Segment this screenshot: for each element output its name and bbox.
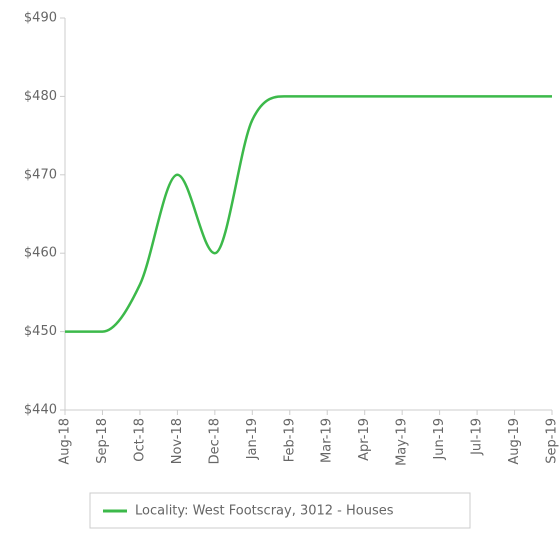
y-tick-label: $480 xyxy=(24,89,57,104)
x-tick-label: Jun-19 xyxy=(432,418,447,461)
legend-label: Locality: West Footscray, 3012 - Houses xyxy=(135,504,394,519)
x-tick-label: Dec-18 xyxy=(207,418,222,464)
line xyxy=(65,95,552,333)
x-tick-label: Feb-19 xyxy=(282,418,297,462)
x-tick-label: Apr-19 xyxy=(357,418,372,461)
x-tick-label: Nov-18 xyxy=(170,418,185,464)
x-tick-label: Sep-18 xyxy=(95,418,110,464)
x-tick-label: May-19 xyxy=(395,418,410,466)
y-tick-label: $490 xyxy=(24,11,57,26)
y-tick-label: $470 xyxy=(24,167,57,182)
x-tick-label: Mar-19 xyxy=(320,418,335,463)
y-tick-label: $450 xyxy=(24,324,57,339)
y-tick-label: $440 xyxy=(24,403,57,418)
y-tick-label: $460 xyxy=(24,246,57,261)
x-tick-label: Sep-19 xyxy=(545,418,560,464)
x-tick-label: Jul-19 xyxy=(470,418,485,456)
x-tick-label: Oct-18 xyxy=(132,418,147,462)
x-tick-label: Aug-18 xyxy=(58,418,73,465)
x-tick-label: Aug-19 xyxy=(507,418,522,465)
x-tick-label: Jan-19 xyxy=(245,418,260,460)
legend-box xyxy=(89,492,471,529)
